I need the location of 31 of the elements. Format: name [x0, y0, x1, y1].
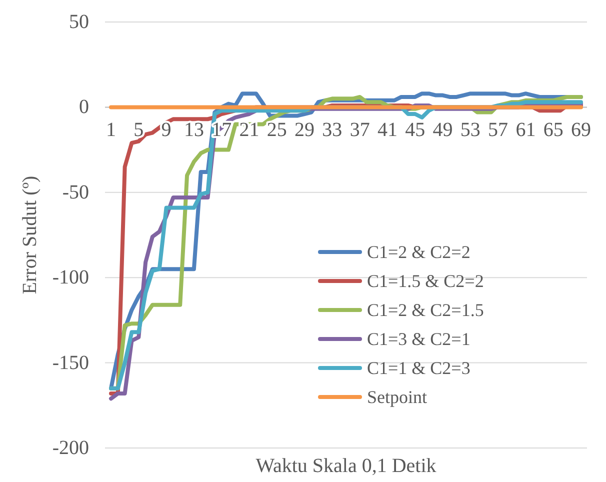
- y-tick-label: 50: [69, 11, 89, 33]
- x-tick-label: 1: [106, 119, 116, 142]
- x-tick-label: 45: [405, 119, 426, 142]
- x-tick-label: 33: [322, 119, 342, 142]
- y-tick-label: -100: [52, 266, 89, 289]
- legend-label: Setpoint: [367, 387, 428, 407]
- y-tick-label: 0: [79, 96, 89, 118]
- y-axis-title: Error Sudut (º): [19, 176, 41, 294]
- x-tick-label: 69: [571, 119, 591, 142]
- x-tick-label: 57: [488, 119, 508, 142]
- y-tick-label: -150: [52, 352, 89, 374]
- legend-label: C1=2 & C2=2: [367, 242, 470, 262]
- legend-label: C1=1.5 & C2=2: [367, 271, 484, 291]
- legend-label: C1=2 & C2=1.5: [367, 300, 484, 320]
- x-tick-label: 41: [377, 119, 398, 142]
- x-axis-title: Waktu Skala 0,1 Detik: [256, 455, 436, 477]
- legend-label: C1=3 & C2=1: [367, 329, 470, 349]
- x-tick-label: 29: [294, 119, 315, 142]
- x-tick-label: 9: [161, 119, 172, 142]
- x-tick-label: 65: [543, 119, 564, 142]
- x-tick-label: 61: [516, 119, 536, 142]
- x-tick-label: 21: [239, 119, 260, 142]
- x-tick-label: 49: [432, 119, 453, 142]
- x-tick-label: 37: [350, 119, 370, 142]
- y-tick-label: -200: [52, 437, 89, 459]
- x-tick-label: 5: [134, 119, 144, 142]
- legend-label: C1=1 & C2=3: [367, 358, 470, 378]
- x-tick-label: 13: [184, 119, 204, 142]
- y-tick-label: -50: [62, 181, 89, 204]
- x-tick-label: 25: [266, 119, 287, 142]
- x-tick-label: 53: [460, 119, 480, 142]
